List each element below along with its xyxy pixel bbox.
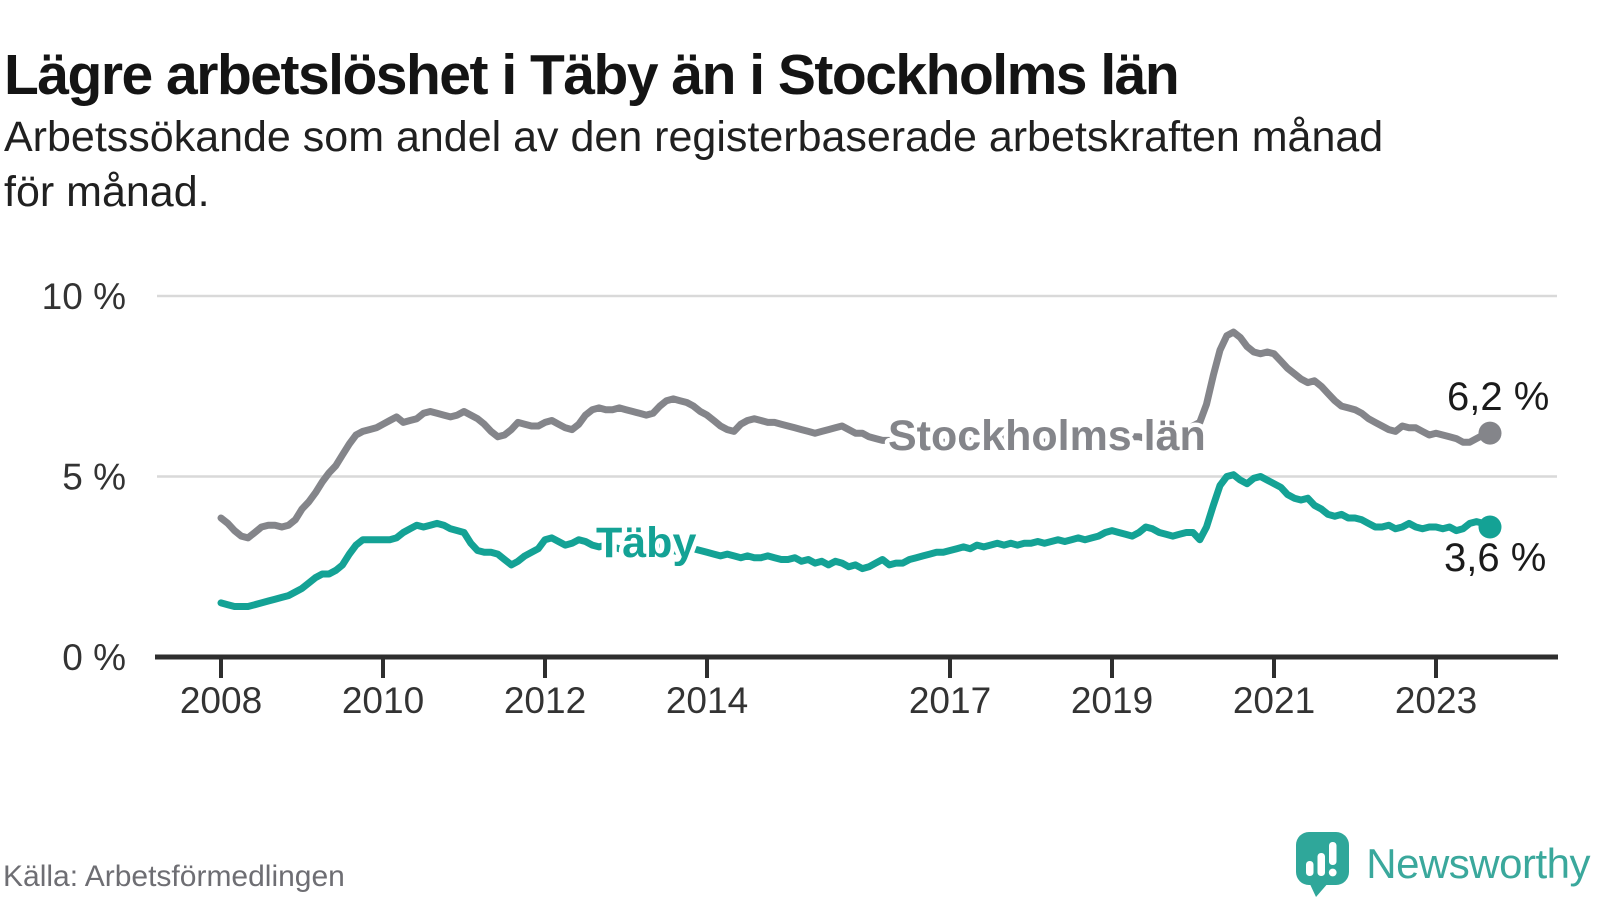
value-annotation-stockholms-lan: 6,2 % — [1447, 375, 1549, 419]
series-label-taby: Täby — [596, 519, 696, 567]
series-line-taby — [217, 471, 1494, 610]
newsworthy-wordmark: Newsworthy — [1366, 840, 1590, 887]
series-label-stockholms-lan: Stockholms län — [888, 412, 1206, 460]
series-line-stockholms-lan — [217, 328, 1494, 542]
logo-bar-medium — [1317, 853, 1326, 876]
x-axis-label-2014: 2014 — [666, 680, 748, 721]
subtitle-line-2: för månad. — [4, 168, 210, 216]
x-axis-label-2021: 2021 — [1233, 680, 1315, 721]
x-axis-label-2008: 2008 — [180, 680, 262, 721]
logo-exclamation-bar — [1329, 842, 1337, 865]
x-axis-label-2019: 2019 — [1071, 680, 1153, 721]
subtitle-line-1: Arbetssökande som andel av den registerb… — [4, 113, 1384, 161]
series-end-dot-taby — [1478, 515, 1502, 539]
newsworthy-logo-icon — [1296, 832, 1350, 897]
x-axis-label-2023: 2023 — [1395, 680, 1477, 721]
logo-bubble-tail — [1309, 882, 1330, 897]
newsworthy-brand: Newsworthy — [1294, 830, 1590, 898]
series-end-dot-stockholms-lan — [1478, 421, 1502, 445]
logo-bar-short — [1306, 861, 1314, 876]
source-note: Källa: Arbetsförmedlingen — [3, 860, 345, 893]
logo-exclamation-dot — [1329, 868, 1337, 877]
value-annotation-taby: 3,6 % — [1444, 536, 1546, 580]
x-axis-label-2012: 2012 — [504, 680, 586, 721]
page-subtitle: Arbetssökande som andel av den registerb… — [4, 110, 1564, 220]
y-axis-label-0pct: 0 % — [62, 637, 126, 678]
x-axis-label-2010: 2010 — [342, 680, 424, 721]
y-axis-label-5pct: 5 % — [62, 457, 126, 498]
y-axis-label-10pct: 10 % — [42, 276, 126, 317]
page-title: Lägre arbetslöshet i Täby än i Stockholm… — [4, 43, 1180, 108]
x-axis-label-2017: 2017 — [909, 680, 991, 721]
